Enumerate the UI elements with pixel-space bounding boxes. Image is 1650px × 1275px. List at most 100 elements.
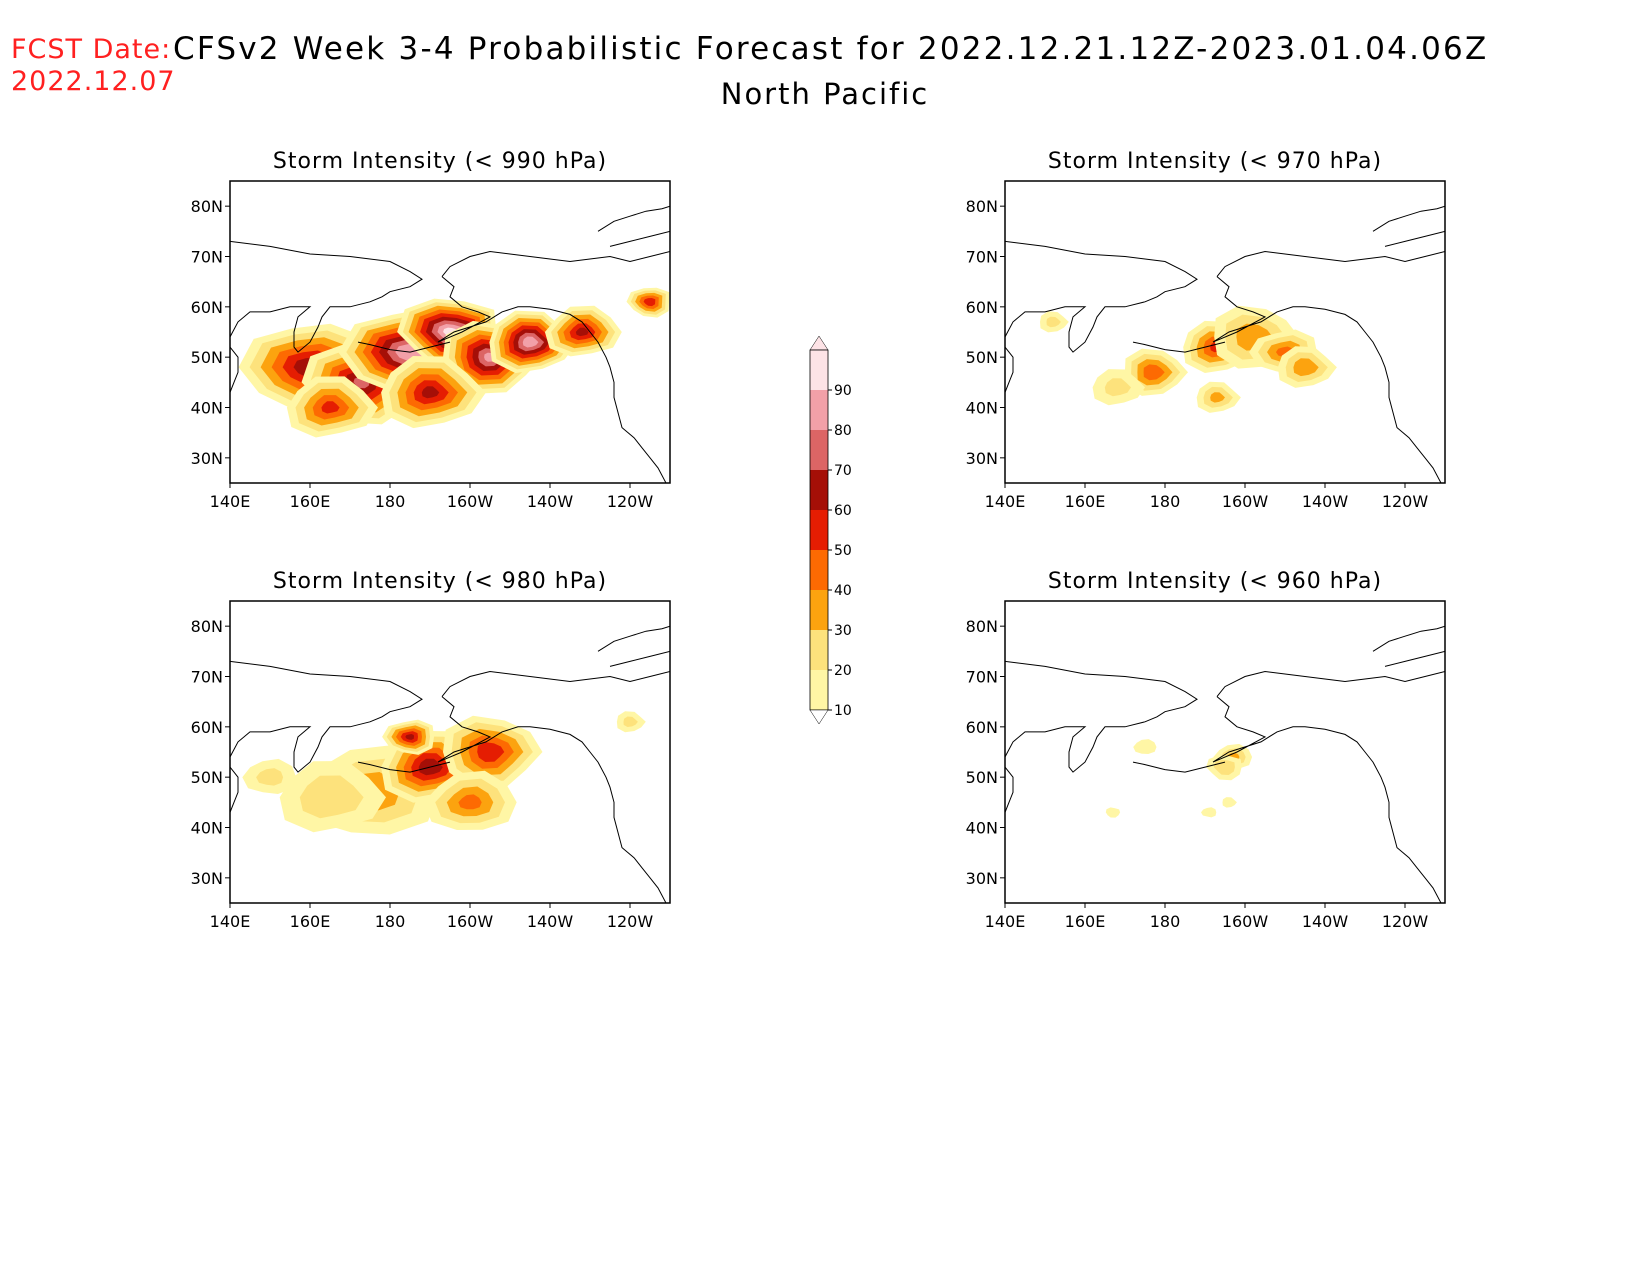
coastline — [1132, 761, 1226, 773]
coastline — [609, 230, 670, 247]
probability-contour — [1201, 807, 1217, 818]
colorbar-swatch — [810, 470, 828, 510]
coastlines — [230, 205, 670, 483]
coastline — [1384, 230, 1445, 247]
probability-field — [238, 287, 670, 438]
lat-label: 40N — [191, 819, 223, 838]
colorbar-swatch — [810, 390, 828, 430]
colorbar-swatch — [810, 550, 828, 590]
colorbar-label: 20 — [834, 663, 852, 679]
probability-field — [242, 711, 646, 835]
lon-label: 140W — [527, 912, 574, 931]
page-title: CFSv2 Week 3-4 Probabilistic Forecast fo… — [173, 31, 1489, 67]
probability-field — [1040, 305, 1337, 413]
coastline — [1384, 650, 1445, 667]
map-990: 80N 70N 60N 50N 40N 30N 140E 160E 180 160W 140W 120… — [191, 180, 671, 511]
colorbar-label: 40 — [834, 583, 852, 599]
coastline — [1372, 205, 1445, 232]
map-frame — [1004, 180, 1446, 484]
lat-label: 80N — [191, 197, 223, 216]
map-980: 80N 70N 60N 50N 40N 30N 140E 160E 180 160W 140W 120… — [191, 600, 671, 931]
lon-label: 120W — [607, 492, 654, 511]
probability-contour — [575, 327, 589, 337]
lon-label: 160W — [1222, 912, 1269, 931]
lon-label: 140E — [985, 912, 1026, 931]
colorbar-label: 80 — [834, 423, 852, 439]
lat-label: 50N — [191, 348, 223, 367]
coastline — [441, 250, 670, 277]
colorbar-swatch — [810, 430, 828, 470]
probability-contour — [1046, 316, 1061, 328]
coastline — [230, 766, 239, 813]
colorbar-swatch — [810, 510, 828, 550]
coastline — [357, 341, 451, 353]
lat-label: 70N — [966, 668, 998, 687]
colorbar-swatch — [810, 670, 828, 710]
lat-label: 50N — [191, 768, 223, 787]
coastline — [437, 276, 667, 483]
coastline — [1372, 625, 1445, 652]
lat-label: 60N — [966, 298, 998, 317]
lat-label: 30N — [966, 869, 998, 888]
lat-label: 30N — [191, 869, 223, 888]
map-960: 80N 70N 60N 50N 40N 30N 140E 160E 180 160W 140W 120… — [966, 600, 1446, 931]
lon-label: 140E — [210, 492, 251, 511]
map-frame — [229, 180, 671, 484]
lon-label: 140E — [985, 492, 1026, 511]
colorbar-label: 60 — [834, 503, 852, 519]
colorbar: 10 20 30 40 50 60 70 80 90 — [809, 335, 852, 725]
lon-label: 180 — [375, 912, 406, 931]
coastline — [230, 660, 423, 773]
colorbar-label: 70 — [834, 463, 852, 479]
probability-contour — [1293, 358, 1319, 377]
lon-label: 120W — [1382, 492, 1429, 511]
coastline — [597, 625, 670, 652]
lon-label: 160W — [1222, 492, 1269, 511]
lat-label: 50N — [966, 768, 998, 787]
coastline — [609, 650, 670, 667]
probability-contour — [1104, 378, 1131, 397]
probability-contour — [1210, 392, 1225, 403]
coastline — [597, 205, 670, 232]
coastline — [357, 761, 451, 773]
lat-label: 60N — [966, 718, 998, 737]
fcst-date-label: FCST Date: — [11, 34, 172, 65]
colorbar-label: 90 — [834, 383, 852, 399]
coastline — [1212, 276, 1442, 483]
probability-contour — [421, 386, 440, 399]
colorbar-swatch — [810, 590, 828, 630]
probability-contour — [1143, 364, 1165, 381]
coastline — [1212, 696, 1442, 903]
lat-label: 80N — [966, 197, 998, 216]
lat-label: 40N — [966, 399, 998, 418]
lat-label: 80N — [966, 617, 998, 636]
lat-label: 40N — [191, 399, 223, 418]
lat-label: 60N — [191, 298, 223, 317]
probability-contour — [522, 336, 539, 348]
lat-label: 80N — [191, 617, 223, 636]
probability-field — [1105, 739, 1253, 818]
coastline — [441, 670, 670, 697]
coastline — [230, 240, 423, 353]
coastlines — [230, 625, 670, 903]
coastline — [1005, 346, 1014, 393]
colorbar-label: 50 — [834, 543, 852, 559]
probability-contour — [477, 742, 505, 762]
coastline — [1216, 670, 1445, 697]
colorbar-label: 30 — [834, 623, 852, 639]
lon-label: 140E — [210, 912, 251, 931]
lon-label: 140W — [1302, 912, 1349, 931]
lon-label: 140W — [1302, 492, 1349, 511]
lat-label: 30N — [191, 449, 223, 468]
lat-label: 70N — [966, 248, 998, 267]
lat-label: 40N — [966, 819, 998, 838]
panel-title: Storm Intensity (< 990 hPa) — [272, 149, 608, 174]
colorbar-label: 10 — [834, 703, 852, 719]
lon-label: 180 — [1150, 912, 1181, 931]
colorbar-swatch — [810, 630, 828, 670]
probability-contour — [1222, 797, 1237, 808]
probability-contour — [299, 775, 364, 819]
lon-label: 160E — [1065, 492, 1106, 511]
lon-label: 120W — [1382, 912, 1429, 931]
probability-contour — [321, 401, 340, 414]
